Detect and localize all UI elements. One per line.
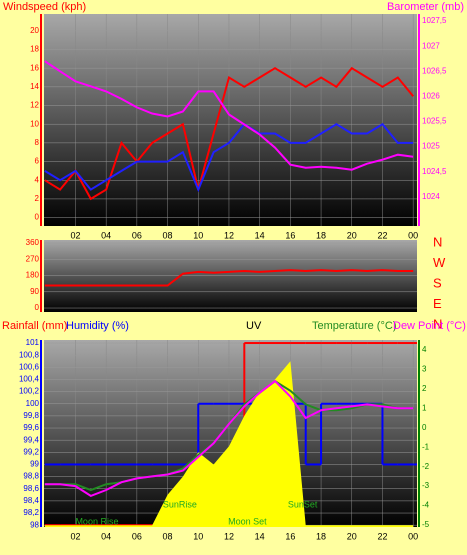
x-tick-label: 20	[347, 230, 357, 240]
y-tick-label: 20	[30, 26, 39, 35]
y2-tick-label: 1024	[422, 192, 440, 201]
y-tick-label: 100,2	[19, 387, 40, 396]
legend-label: Humidity (%)	[66, 320, 129, 332]
y2-tick-label: 2	[422, 384, 427, 393]
line	[44, 379, 414, 498]
y2-tick-label: 1025	[422, 142, 440, 151]
y2-tick-label: 1027,5	[422, 16, 447, 25]
y2-axis-title: Barometer (mb)	[387, 1, 464, 13]
x-tick-label: 04	[101, 531, 111, 541]
y-tick-label: 98,2	[23, 508, 39, 517]
y-axis-title: Windspeed (kph)	[3, 1, 86, 13]
x-tick-label: 12	[224, 230, 234, 240]
y-tick-label: 99	[30, 460, 39, 469]
x-tick-label: 22	[377, 531, 387, 541]
line	[44, 66, 414, 201]
x-tick-label: 14	[255, 230, 265, 240]
x-tick-label: 14	[255, 531, 265, 541]
y-tick-label: 8	[35, 138, 40, 147]
annotation: Moon Rise	[75, 517, 118, 527]
x-tick-label: 06	[132, 230, 142, 240]
y2-tick-label: 1024,5	[422, 167, 447, 176]
y2-tick-label: 0	[422, 423, 427, 432]
x-tick-label: 16	[285, 230, 295, 240]
y-tick-label: 99,2	[23, 447, 39, 456]
y2-tick-label: -1	[422, 442, 430, 451]
x-tick-label: 10	[193, 531, 203, 541]
line	[44, 122, 414, 193]
y2-tick-label: -2	[422, 462, 430, 471]
x-tick-label: 16	[285, 531, 295, 541]
plot-area	[44, 240, 417, 312]
x-tick-label: 02	[70, 230, 80, 240]
y2-tick-label: E	[433, 296, 442, 311]
line	[44, 269, 414, 287]
y-tick-label: 2	[35, 194, 40, 203]
y-tick-label: 6	[35, 157, 40, 166]
y-tick-label: 99,6	[23, 423, 39, 432]
y-tick-label: 4	[35, 175, 40, 184]
x-tick-label: 18	[316, 230, 326, 240]
y-tick-label: 98	[30, 520, 39, 529]
x-tick-label: 12	[224, 531, 234, 541]
line	[44, 60, 414, 171]
y-tick-label: 0	[35, 303, 40, 312]
y-tick-label: 98,8	[23, 472, 39, 481]
y2-tick-label: N	[433, 316, 442, 331]
y-tick-label: 101	[26, 338, 40, 347]
annotation: Moon Set	[228, 517, 267, 527]
y2-tick-label: -3	[422, 481, 430, 490]
legend-label: Temperature (°C)	[312, 320, 396, 332]
y2-tick-label: 1	[422, 403, 427, 412]
y-tick-label: 100,8	[19, 350, 40, 359]
y-tick-label: 270	[26, 254, 40, 263]
y2-tick-label: 1026,5	[422, 66, 447, 75]
legend-label: UV	[246, 320, 262, 332]
y-tick-label: 180	[26, 271, 40, 280]
y-tick-label: 18	[30, 45, 39, 54]
y-tick-label: 90	[30, 287, 39, 296]
y2-tick-label: N	[433, 234, 442, 249]
annotation: SunRise	[163, 500, 197, 510]
x-tick-label: 04	[101, 230, 111, 240]
y-tick-label: 16	[30, 63, 39, 72]
y-tick-label: 12	[30, 101, 39, 110]
y-tick-label: 98,6	[23, 484, 39, 493]
y2-tick-label: 3	[422, 364, 427, 373]
x-tick-label: 20	[347, 531, 357, 541]
y-tick-label: 360	[26, 238, 40, 247]
y2-tick-label: 1027	[422, 41, 440, 50]
x-tick-label: 08	[163, 531, 173, 541]
y-tick-label: 99,4	[23, 435, 39, 444]
y-tick-label: 100	[26, 399, 40, 408]
y-tick-label: 14	[30, 82, 39, 91]
y2-tick-label: S	[433, 275, 442, 290]
y-tick-label: 99,8	[23, 411, 39, 420]
y2-tick-label: 1025,5	[422, 117, 447, 126]
annotation: SunSet	[288, 500, 318, 510]
x-tick-label: 18	[316, 531, 326, 541]
x-tick-label: 02	[70, 531, 80, 541]
y2-tick-label: -4	[422, 501, 430, 510]
x-tick-label: 22	[377, 230, 387, 240]
x-tick-label: 00	[408, 230, 418, 240]
y2-tick-label: -5	[422, 520, 430, 529]
x-tick-label: 06	[132, 531, 142, 541]
y-tick-label: 10	[30, 119, 39, 128]
y2-tick-label: W	[433, 255, 446, 270]
y-tick-label: 98,4	[23, 496, 39, 505]
y-tick-label: 0	[35, 213, 40, 222]
x-tick-label: 10	[193, 230, 203, 240]
area	[44, 361, 414, 527]
y2-tick-label: 1026	[422, 91, 440, 100]
x-tick-label: 00	[408, 531, 418, 541]
y2-tick-label: 4	[422, 345, 427, 354]
legend-label: Dew Point (°C)	[393, 320, 466, 332]
x-tick-label: 08	[163, 230, 173, 240]
legend-label: Rainfall (mm)	[2, 320, 67, 332]
y-tick-label: 100,6	[19, 362, 40, 371]
y-tick-label: 100,4	[19, 375, 40, 384]
